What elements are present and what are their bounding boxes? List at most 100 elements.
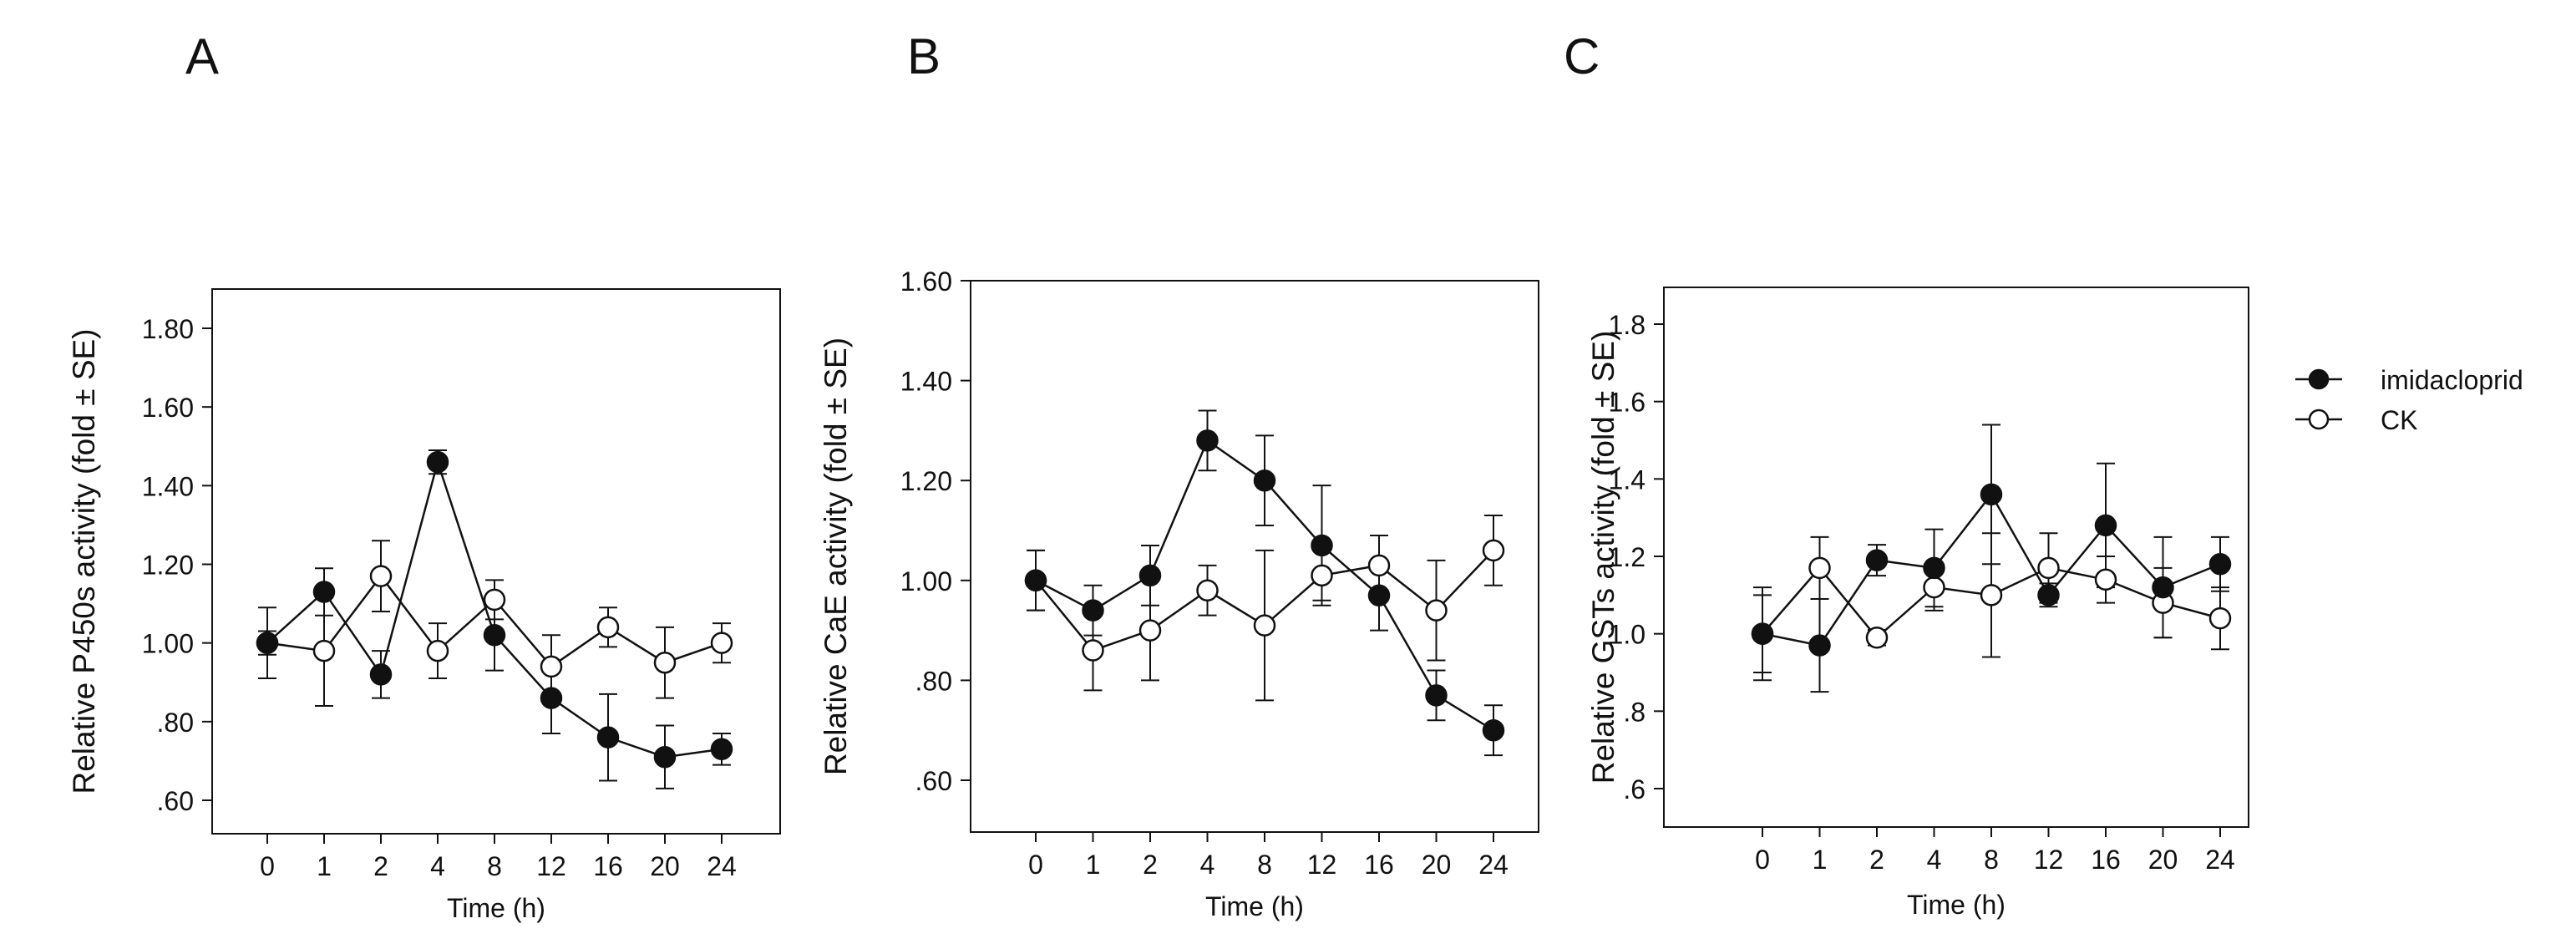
panel-b-y-axis-label: Relative CaE activity (fold ± SE) bbox=[819, 337, 853, 775]
imidacloprid-point bbox=[710, 738, 733, 761]
y-tick-label: 1.40 bbox=[900, 367, 952, 397]
panel-c-y-ticks: .6 .8 1.0 1.2 1.4 1.6 1.8 bbox=[1609, 310, 1664, 804]
ck-point bbox=[1138, 619, 1162, 642]
y-tick-label: 1.40 bbox=[142, 471, 194, 501]
imidacloprid-point bbox=[2208, 553, 2232, 576]
panel-a-y-ticks: .60 .80 1.00 1.20 1.40 1.60 1.80 bbox=[142, 314, 212, 816]
panel-c-x-ticks: 0 1 2 4 8 12 16 20 24 bbox=[1755, 827, 2235, 875]
x-tick-label: 24 bbox=[707, 851, 737, 881]
x-tick-label: 12 bbox=[1307, 850, 1337, 880]
panel-b-y-ticks: .60 .80 1.00 1.20 1.40 1.60 bbox=[900, 266, 971, 796]
imidacloprid-point bbox=[1865, 549, 1889, 571]
x-tick-label: 1 bbox=[317, 851, 332, 881]
y-tick-label: 1.4 bbox=[1609, 464, 1645, 495]
ck-point bbox=[2094, 568, 2117, 591]
x-tick-label: 16 bbox=[1364, 850, 1394, 880]
imidacloprid-point bbox=[1082, 599, 1104, 622]
imidacloprid-point bbox=[1253, 469, 1276, 492]
panel-b-x-axis-label: Time (h) bbox=[1205, 891, 1304, 921]
imidacloprid-point bbox=[653, 745, 677, 769]
panel-b-plot-area bbox=[970, 280, 1539, 833]
x-tick-label: 1 bbox=[1813, 845, 1828, 875]
y-tick-label: .60 bbox=[915, 766, 952, 796]
imidacloprid-point bbox=[596, 726, 620, 749]
imidacloprid-point bbox=[2094, 514, 2117, 537]
x-tick-label: 12 bbox=[2034, 845, 2064, 875]
y-tick-label: 1.20 bbox=[900, 466, 952, 496]
panel-a-letter: A bbox=[185, 28, 219, 84]
y-tick-label: 1.00 bbox=[142, 629, 194, 659]
ck-point bbox=[312, 639, 336, 662]
x-tick-label: 4 bbox=[430, 851, 445, 881]
x-tick-label: 0 bbox=[1755, 845, 1770, 875]
ck-point bbox=[1425, 599, 1448, 622]
panel-b-letter: B bbox=[907, 28, 941, 84]
panel-c: C Relative GSTs activity (fold ± SE) Tim… bbox=[1564, 28, 2249, 920]
ck-point bbox=[1253, 614, 1276, 637]
y-tick-label: 1.20 bbox=[142, 551, 194, 581]
ck-point bbox=[1808, 556, 1831, 580]
panel-b-series bbox=[1024, 409, 1505, 757]
panel-a-x-axis-label: Time (h) bbox=[447, 893, 545, 923]
panel-c-plot-area bbox=[1663, 287, 2249, 828]
panel-a-y-axis-label: Relative P450s activity (fold ± SE) bbox=[67, 328, 101, 794]
legend-imidacloprid-marker bbox=[2308, 368, 2330, 390]
y-tick-label: 1.8 bbox=[1609, 310, 1645, 340]
ck-point bbox=[426, 639, 449, 662]
y-tick-label: 1.2 bbox=[1609, 542, 1645, 572]
y-tick-label: 1.80 bbox=[142, 314, 194, 344]
imidacloprid-point bbox=[1196, 429, 1219, 452]
legend-item-imidacloprid: imidacloprid bbox=[2295, 365, 2523, 395]
imidacloprid-point bbox=[1751, 622, 1774, 645]
x-tick-label: 8 bbox=[1257, 850, 1272, 880]
panel-c-series bbox=[1751, 424, 2232, 693]
x-tick-label: 4 bbox=[1200, 850, 1215, 880]
ck-point bbox=[1865, 627, 1889, 649]
ck-point bbox=[710, 632, 733, 654]
y-tick-label: 1.6 bbox=[1609, 388, 1645, 418]
panel-a-plot-area bbox=[211, 288, 781, 835]
y-tick-label: .6 bbox=[1623, 774, 1645, 804]
imidacloprid-point bbox=[256, 632, 279, 654]
imidacloprid-point bbox=[1980, 483, 2003, 506]
x-tick-label: 24 bbox=[1478, 850, 1509, 880]
ck-point bbox=[1923, 576, 1945, 599]
y-tick-label: 1.0 bbox=[1609, 620, 1645, 650]
ck-point bbox=[369, 565, 393, 587]
panel-a-x-ticks: 0 1 2 4 8 12 16 20 24 bbox=[260, 834, 737, 881]
x-tick-label: 20 bbox=[1422, 850, 1452, 880]
imidacloprid-point bbox=[483, 624, 506, 647]
ck-point bbox=[1082, 639, 1104, 662]
legend-ck-label: CK bbox=[2381, 405, 2417, 435]
ck-point bbox=[483, 588, 506, 612]
panel-c-letter: C bbox=[1564, 28, 1600, 84]
legend-imidacloprid-label: imidacloprid bbox=[2381, 365, 2523, 395]
x-tick-label: 20 bbox=[2148, 845, 2178, 875]
imidacloprid-point bbox=[369, 663, 393, 686]
panel-a-series bbox=[256, 449, 733, 789]
panel-b: B Relative CaE activity (fold ± SE) Time… bbox=[819, 28, 1539, 921]
ck-point bbox=[2208, 606, 2232, 630]
legend: imidacloprid CK bbox=[2295, 365, 2523, 435]
imidacloprid-point bbox=[2037, 584, 2060, 606]
y-tick-label: 1.00 bbox=[900, 566, 952, 596]
imidacloprid-point bbox=[2152, 576, 2174, 599]
ck-point bbox=[2037, 556, 2060, 580]
legend-ck-marker bbox=[2308, 409, 2330, 430]
x-tick-label: 2 bbox=[1869, 845, 1884, 875]
imidacloprid-point bbox=[1024, 569, 1047, 592]
ck-point bbox=[540, 655, 563, 678]
imidacloprid-point bbox=[1482, 718, 1505, 742]
ck-point bbox=[653, 651, 677, 674]
y-tick-label: 1.60 bbox=[900, 266, 952, 297]
ck-point bbox=[596, 616, 620, 639]
panel-a: A Relative P450s activity (fold ± SE) Ti… bbox=[67, 28, 781, 923]
ck-point bbox=[1196, 579, 1219, 602]
y-tick-label: 1.60 bbox=[142, 393, 194, 423]
x-tick-label: 2 bbox=[1143, 850, 1158, 880]
x-tick-label: 16 bbox=[2091, 845, 2121, 875]
x-tick-label: 2 bbox=[373, 851, 388, 881]
y-tick-label: .60 bbox=[157, 786, 194, 816]
legend-item-ck: CK bbox=[2295, 405, 2417, 435]
